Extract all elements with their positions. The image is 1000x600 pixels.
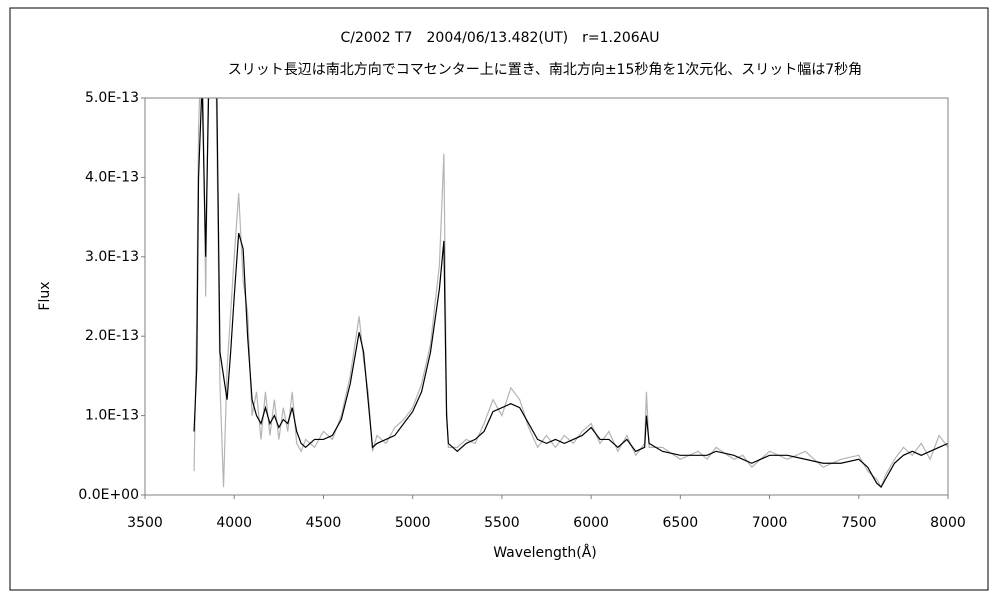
chart-subtitle: スリット長辺は南北方向でコマセンター上に置き、南北方向±15秒角を1次元化、スリ… — [228, 62, 862, 78]
x-tick-label: 4500 — [306, 515, 342, 531]
spectrum-line — [193, 98, 948, 489]
chart-title: C/2002 T7 2004/06/13.482(UT) r=1.206AU — [340, 30, 659, 46]
x-tick-label: 5500 — [484, 515, 520, 531]
chart-border — [9, 7, 989, 591]
x-tick-label: 6000 — [573, 515, 609, 531]
y-tick-label: 2.0E-13 — [85, 328, 139, 344]
y-tick-label: 0.0E+00 — [78, 487, 139, 503]
x-tick-label: 3500 — [127, 515, 163, 531]
plot-frame — [144, 97, 949, 496]
x-tick-label: 7500 — [841, 515, 877, 531]
x-axis-label: Wavelength(Å) — [493, 544, 597, 561]
y-tick-label: 1.0E-13 — [85, 408, 139, 424]
y-tick-label: 3.0E-13 — [85, 249, 139, 265]
y-tick-label: 5.0E-13 — [85, 90, 139, 106]
y-tick-label: 4.0E-13 — [85, 169, 139, 185]
x-tick-label: 8000 — [930, 515, 966, 531]
x-tick-label: 7000 — [752, 515, 788, 531]
y-axis-label: Flux — [37, 281, 53, 310]
x-tick-label: 6500 — [663, 515, 699, 531]
x-tick-label: 5000 — [395, 515, 431, 531]
plot-lines — [193, 98, 948, 489]
x-tick-label: 4000 — [216, 515, 252, 531]
